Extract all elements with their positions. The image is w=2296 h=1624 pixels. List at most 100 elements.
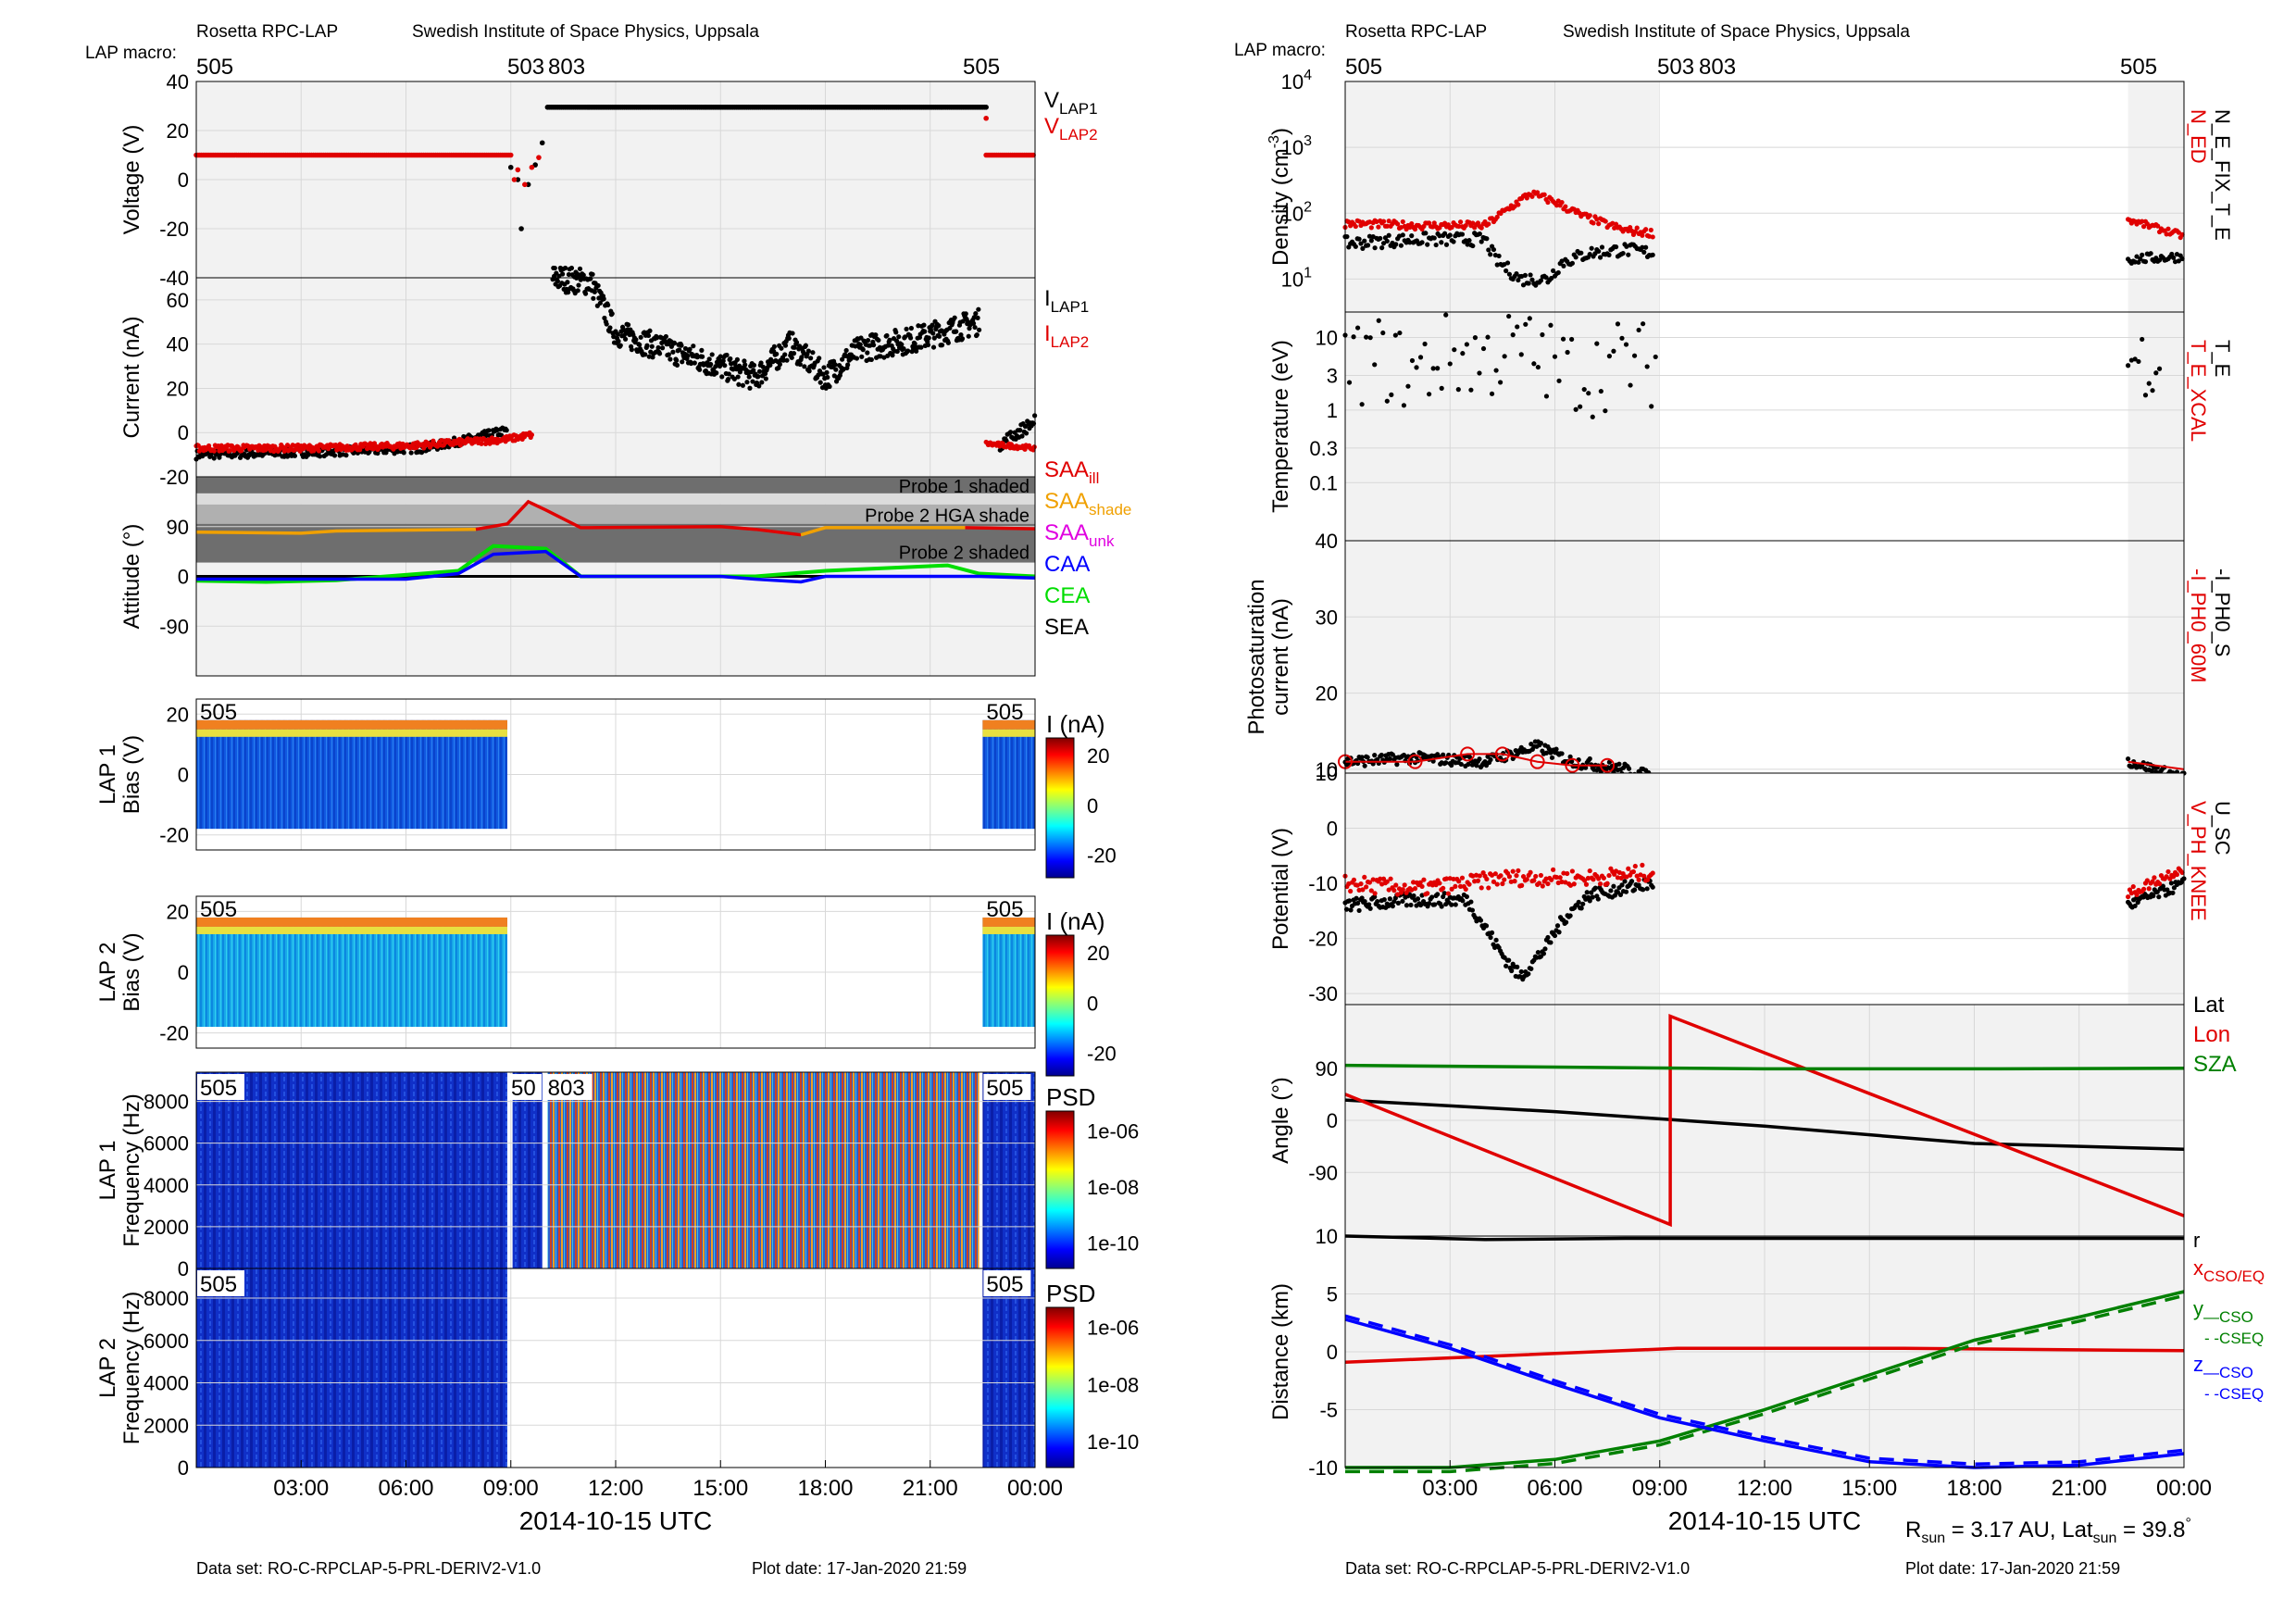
current-point	[977, 327, 982, 332]
lap1-frequency-panel: 8000 6000 4000 2000 0 505 50 803 505 LAP 1 Frequen…	[95, 1071, 1139, 1280]
y-tick-label: -5	[1319, 1399, 1338, 1422]
potential-point	[1472, 879, 1478, 884]
temperature-point	[1409, 357, 1416, 364]
photo-point	[1549, 755, 1555, 760]
density-point	[1456, 223, 1462, 230]
potential-point	[1524, 877, 1529, 882]
potential-point	[1578, 906, 1584, 911]
time-axes: 03:00 06:00 09:00 12:00 15:00 18:00 21:00 00:00…	[273, 1460, 2212, 1535]
current-point	[722, 363, 728, 369]
density-point	[1365, 243, 1371, 248]
density-point	[1504, 260, 1511, 266]
current-point	[756, 369, 763, 374]
y-axis-label: Angle (°)	[1268, 1077, 1293, 1164]
current-point	[674, 357, 680, 363]
density-point	[2134, 254, 2140, 259]
potential-point	[1640, 862, 1645, 868]
y-tick-label: 20	[167, 377, 189, 400]
y-tick-label: 10	[1316, 1225, 1338, 1248]
macro-label-box	[983, 1074, 1031, 1100]
density-point	[1400, 232, 1405, 238]
potential-point	[1498, 873, 1504, 879]
current-point	[1004, 438, 1009, 443]
voltage-point	[518, 226, 524, 231]
temperature-point	[1649, 404, 1654, 409]
current-point	[504, 428, 509, 433]
x-tick-label: 06:00	[378, 1476, 433, 1501]
current-point	[767, 362, 773, 369]
spectrogram-cells	[196, 1268, 507, 1468]
current-point	[408, 450, 414, 456]
legend-entry: Lat	[2193, 993, 2225, 1018]
potential-point	[1542, 946, 1548, 952]
potential-point	[2132, 903, 2138, 909]
x-tick-label: 09:00	[483, 1476, 539, 1501]
y-axis-label: Potential (V)	[1268, 828, 1293, 950]
lap2-bias-panel: 20 0 -20 505 505 LAP 2 Bias (V) I (nA) 20 0 -20	[95, 895, 1117, 1077]
current-point	[625, 322, 631, 328]
potential-point	[1587, 868, 1592, 874]
potential-point	[1551, 867, 1556, 872]
current-point	[779, 345, 784, 351]
current-point	[740, 382, 746, 388]
density-point	[1648, 227, 1653, 233]
y-tick-label: 103	[1281, 133, 1312, 159]
potential-point	[1565, 870, 1570, 877]
potential-point	[1360, 887, 1366, 893]
photo-point	[2126, 756, 2131, 762]
temperature-point	[1556, 378, 1562, 383]
density-point	[2179, 231, 2185, 237]
current-point	[677, 347, 682, 353]
spectrogram-cells	[982, 1268, 1035, 1468]
temperature-point	[1590, 414, 1595, 419]
current-point	[860, 347, 866, 353]
current-point	[674, 362, 680, 369]
tick-base: 10	[1281, 268, 1304, 291]
photo-60m-marker	[1494, 746, 1510, 762]
macro-label: 505	[986, 700, 1023, 725]
current-point	[604, 321, 609, 327]
potential-point	[2130, 883, 2136, 890]
current-point	[821, 365, 827, 370]
heatmap-cells	[982, 719, 1035, 830]
density-point	[1393, 242, 1399, 247]
y-tick-label: 8000	[144, 1287, 189, 1310]
current-point	[725, 376, 731, 382]
current-point	[616, 338, 621, 344]
macro-label: LAP macro:	[85, 44, 177, 63]
temperature-point	[1359, 402, 1365, 407]
colorbar-tick-label: 1e-10	[1087, 1232, 1139, 1255]
y-tick-label: 10	[1316, 762, 1338, 785]
current-point	[622, 336, 629, 342]
temperature-point	[1452, 347, 1457, 353]
density-point	[1419, 240, 1425, 245]
legend-subscript: —CSO	[2203, 1308, 2253, 1326]
heatmap-hot-edge	[982, 917, 1035, 927]
current-point	[649, 344, 655, 349]
left-header: Rosetta RPC-LAP Swedish Institute of Spa…	[85, 22, 1000, 80]
right-header: Rosetta RPC-LAP Swedish Institute of Spa…	[1234, 22, 2157, 80]
temperature-point	[1641, 321, 1646, 327]
y-axis-label: Frequency (Hz)	[119, 1292, 144, 1444]
current-point	[966, 333, 971, 339]
photo-point	[1583, 765, 1589, 770]
photo-60m-marker	[1600, 757, 1616, 773]
potential-point	[1346, 898, 1353, 904]
current-point	[868, 356, 874, 363]
heatmap-warm-edge	[196, 926, 507, 934]
current-point	[643, 352, 648, 357]
current-point	[936, 323, 942, 329]
density-point	[1400, 219, 1405, 225]
potential-point	[1561, 870, 1566, 876]
potential-point	[1526, 971, 1531, 977]
temperature-point	[1581, 386, 1587, 393]
potential-point	[1390, 904, 1395, 909]
colorbar-tick-label: 20	[1087, 744, 1109, 768]
current-point	[343, 453, 349, 458]
voltage-point	[529, 164, 535, 170]
density-point	[1368, 225, 1374, 231]
legend-entry: T_E	[2211, 340, 2234, 377]
density-point	[2171, 255, 2177, 260]
potential-point	[1354, 895, 1359, 901]
